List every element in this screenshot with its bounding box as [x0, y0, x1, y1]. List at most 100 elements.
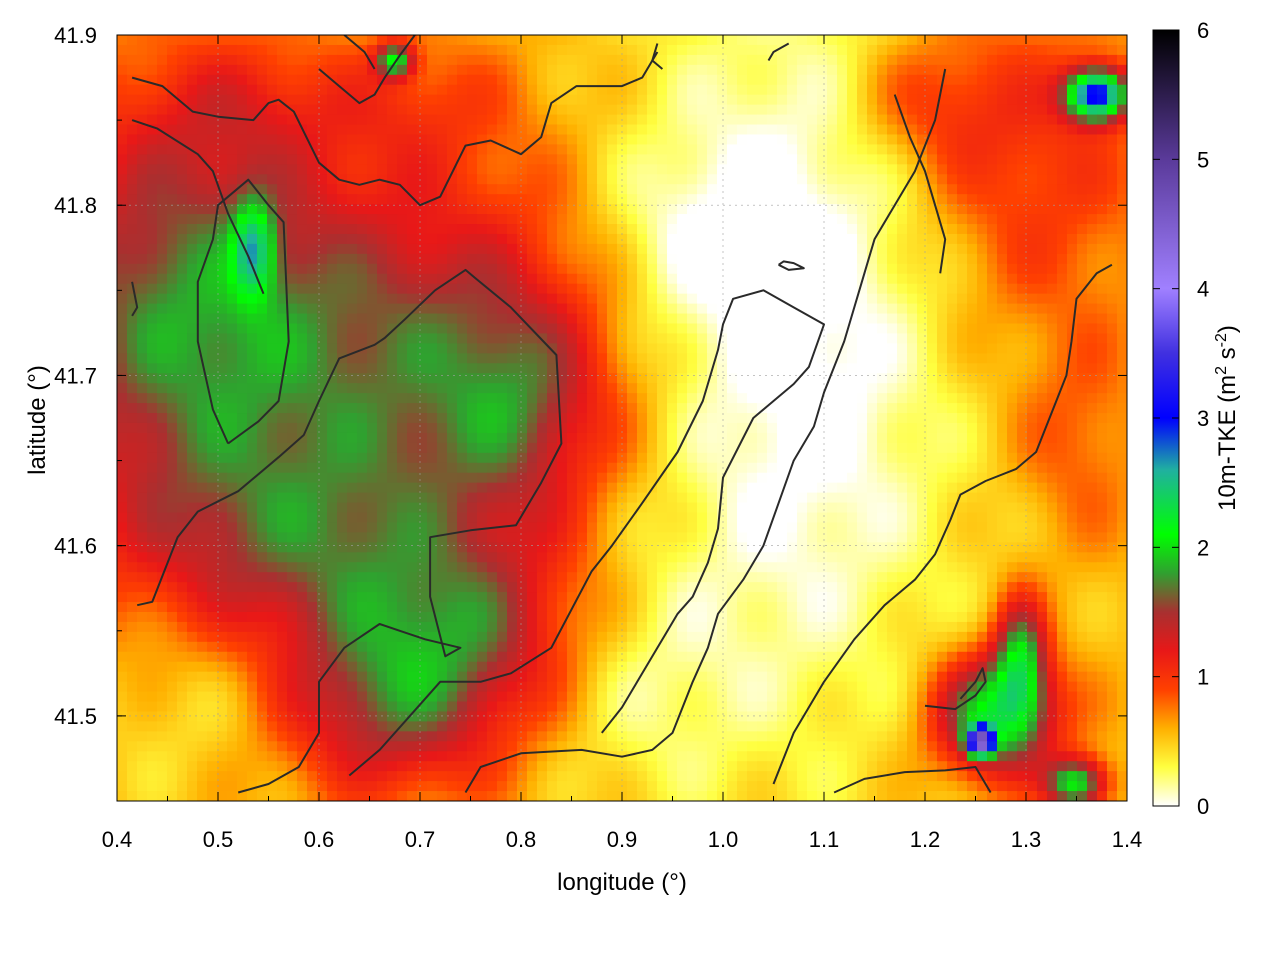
- heatmap-cell: [647, 174, 658, 185]
- heatmap-cell: [1037, 353, 1048, 364]
- heatmap-cell: [387, 492, 398, 504]
- heatmap-cell: [537, 233, 548, 245]
- heatmap-cell: [447, 442, 458, 454]
- heatmap-cell: [487, 472, 498, 484]
- heatmap-cell: [407, 204, 418, 215]
- heatmap-cell: [1057, 293, 1068, 305]
- heatmap-cell: [1077, 44, 1088, 56]
- heatmap-cell: [367, 303, 378, 315]
- heatmap-cell: [197, 472, 208, 484]
- heatmap-cell: [597, 452, 608, 464]
- heatmap-cell: [877, 64, 888, 76]
- heatmap-cell: [557, 44, 568, 56]
- heatmap-cell: [957, 343, 968, 354]
- heatmap-cell: [1017, 154, 1028, 165]
- heatmap-cell: [1117, 293, 1127, 305]
- heatmap-cell: [1087, 184, 1098, 195]
- heatmap-cell: [627, 164, 638, 175]
- heatmap-cell: [897, 313, 908, 325]
- heatmap-cell: [977, 184, 988, 195]
- heatmap-cell: [947, 403, 958, 414]
- heatmap-cell: [607, 214, 618, 225]
- heatmap-cell: [827, 74, 838, 86]
- heatmap-cell: [647, 363, 658, 374]
- heatmap-cell: [147, 472, 158, 484]
- heatmap-cell: [807, 174, 818, 185]
- heatmap-cell: [667, 35, 678, 46]
- heatmap-cell: [977, 303, 988, 315]
- heatmap-cell: [897, 492, 908, 504]
- heatmap-cell: [937, 482, 948, 494]
- heatmap-cell: [467, 214, 478, 225]
- heatmap-cell: [1077, 482, 1088, 494]
- heatmap-cell: [467, 353, 478, 364]
- heatmap-cell: [237, 373, 248, 384]
- heatmap-cell: [927, 104, 938, 116]
- heatmap-cell: [927, 64, 938, 76]
- heatmap-cell: [267, 224, 278, 235]
- heatmap-cell: [757, 432, 768, 444]
- heatmap-cell: [657, 184, 668, 195]
- heatmap-cell: [737, 482, 748, 494]
- heatmap-cell: [437, 472, 448, 484]
- heatmap-cell: [967, 512, 978, 524]
- heatmap-cell: [307, 313, 318, 325]
- heatmap-cell: [677, 114, 688, 126]
- heatmap-cell: [237, 353, 248, 364]
- heatmap-cell: [887, 233, 898, 245]
- heatmap-cell: [707, 502, 718, 514]
- heatmap-cell: [1017, 164, 1028, 175]
- heatmap-cell: [1007, 422, 1018, 434]
- heatmap-cell: [117, 114, 128, 126]
- heatmap-cell: [457, 174, 468, 185]
- heatmap-cell: [867, 54, 878, 66]
- heatmap-cell: [427, 432, 438, 444]
- heatmap-cell: [287, 383, 298, 394]
- heatmap-cell: [497, 472, 508, 484]
- heatmap-cell: [1027, 452, 1038, 464]
- heatmap-cell: [1107, 204, 1118, 215]
- heatmap-cell: [117, 393, 128, 404]
- heatmap-cell: [317, 323, 328, 335]
- heatmap-cell: [1037, 144, 1048, 155]
- heatmap-cell: [867, 512, 878, 524]
- heatmap-cell: [867, 383, 878, 394]
- heatmap-cell: [647, 243, 658, 255]
- heatmap-cell: [377, 44, 388, 56]
- heatmap-cell: [517, 154, 528, 165]
- heatmap-cell: [997, 84, 1008, 96]
- heatmap-cell: [837, 214, 848, 225]
- heatmap-cell: [657, 104, 668, 116]
- heatmap-cell: [547, 243, 558, 255]
- heatmap-cell: [237, 323, 248, 335]
- heatmap-cell: [657, 35, 668, 46]
- heatmap-cell: [387, 482, 398, 494]
- heatmap-cell: [767, 104, 778, 116]
- heatmap-cell: [247, 104, 258, 116]
- heatmap-cell: [327, 64, 338, 76]
- heatmap-cell: [467, 442, 478, 454]
- heatmap-cell: [557, 333, 568, 344]
- heatmap-cell: [627, 54, 638, 66]
- heatmap-cell: [457, 432, 468, 444]
- heatmap-cell: [1087, 343, 1098, 354]
- heatmap-cell: [587, 243, 598, 255]
- heatmap-cell: [447, 243, 458, 255]
- heatmap-cell: [477, 432, 488, 444]
- heatmap-cell: [837, 54, 848, 66]
- heatmap-cell: [677, 333, 688, 344]
- heatmap-cell: [277, 44, 288, 56]
- heatmap-cell: [767, 273, 778, 285]
- heatmap-cell: [717, 84, 728, 96]
- heatmap-cell: [707, 54, 718, 66]
- heatmap-cell: [677, 432, 688, 444]
- heatmap-cell: [467, 243, 478, 255]
- heatmap-cell: [1097, 104, 1108, 116]
- heatmap-cell: [427, 44, 438, 56]
- heatmap-cell: [947, 353, 958, 364]
- heatmap-cell: [807, 492, 818, 504]
- heatmap-cell: [197, 194, 208, 205]
- heatmap-cell: [937, 363, 948, 374]
- heatmap-cell: [1107, 452, 1118, 464]
- heatmap-cell: [977, 164, 988, 175]
